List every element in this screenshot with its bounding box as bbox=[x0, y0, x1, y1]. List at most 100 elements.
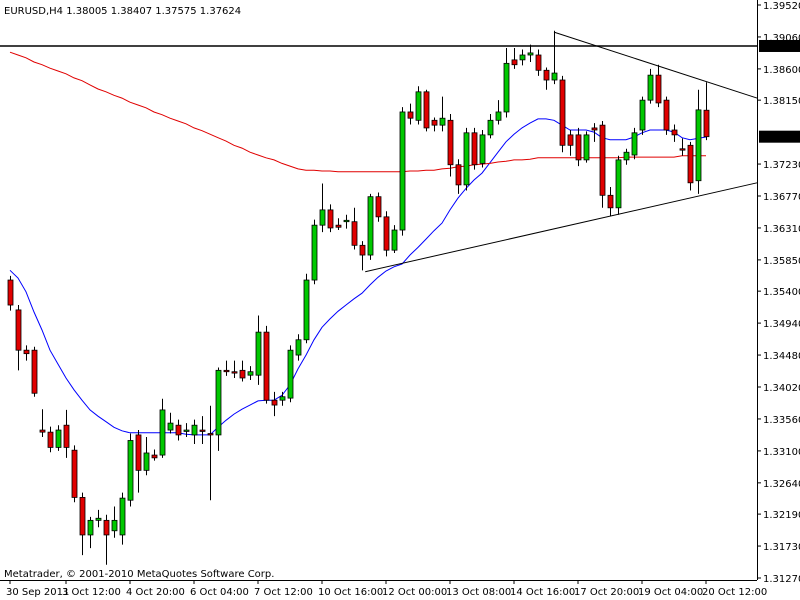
y-tick-label: 1.37230 bbox=[763, 160, 800, 171]
candle-body bbox=[151, 454, 158, 459]
candle-body bbox=[287, 349, 294, 399]
candle-body bbox=[383, 216, 390, 251]
x-tick-label: 20 Oct 12:00 bbox=[702, 587, 767, 598]
x-tick-label: 6 Oct 04:00 bbox=[190, 587, 249, 598]
y-tick-label: 1.38600 bbox=[763, 65, 800, 76]
candle-body bbox=[663, 99, 670, 131]
candle-body bbox=[327, 209, 334, 229]
y-tick-label: 1.34940 bbox=[763, 319, 800, 330]
candle-body bbox=[295, 339, 302, 356]
x-tick-label: 3 Oct 12:00 bbox=[62, 587, 121, 598]
x-tick-label: 12 Oct 00:00 bbox=[382, 587, 447, 598]
x-tick-label: 4 Oct 20:00 bbox=[126, 587, 185, 598]
chart-header: EURUSD,H4 1.38005 1.38407 1.37575 1.3762… bbox=[4, 6, 241, 17]
candle-body bbox=[55, 429, 62, 448]
candle-body bbox=[223, 369, 230, 373]
candle-body bbox=[247, 371, 254, 376]
price-label-box bbox=[759, 39, 800, 52]
candle-body bbox=[311, 224, 318, 281]
candle-body bbox=[487, 119, 494, 136]
y-tick-label: 1.34020 bbox=[763, 383, 800, 394]
candle-body bbox=[279, 396, 286, 401]
candle-body bbox=[79, 497, 86, 536]
candle-body bbox=[591, 127, 598, 131]
candle-body bbox=[199, 429, 206, 432]
y-tick-label: 1.35400 bbox=[763, 287, 800, 298]
candle-body bbox=[143, 452, 150, 471]
candle-body bbox=[319, 209, 326, 226]
candle-body bbox=[471, 132, 478, 166]
candle-body bbox=[391, 229, 398, 251]
candle-body bbox=[31, 349, 38, 394]
candle-body bbox=[695, 109, 702, 182]
footer: Metatrader, © 2001-2010 MetaQuotes Softw… bbox=[4, 569, 274, 580]
candle-body bbox=[703, 109, 710, 138]
y-tick-label: 1.36310 bbox=[763, 224, 800, 235]
candle-body bbox=[599, 124, 606, 196]
x-tick-label: 13 Oct 08:00 bbox=[446, 587, 511, 598]
candle-body bbox=[447, 119, 454, 166]
trendline bbox=[365, 182, 758, 273]
y-tick-label: 1.39060 bbox=[763, 33, 800, 44]
y-tick-label: 1.38150 bbox=[763, 96, 800, 107]
candle-body bbox=[439, 117, 446, 126]
candle-body bbox=[463, 132, 470, 186]
candle-body bbox=[407, 111, 414, 119]
price-label: 1.38930 bbox=[762, 42, 800, 53]
candle-body bbox=[87, 519, 94, 536]
candle-body bbox=[39, 429, 46, 433]
candle-body bbox=[119, 497, 126, 536]
y-tick-label: 1.31270 bbox=[763, 574, 800, 585]
y-tick-label: 1.34480 bbox=[763, 351, 800, 362]
trendline bbox=[553, 31, 758, 99]
y-tick-label: 1.32640 bbox=[763, 479, 800, 490]
candle-body bbox=[583, 134, 590, 161]
candle-body bbox=[135, 434, 142, 471]
x-tick-label: 10 Oct 16:00 bbox=[318, 587, 383, 598]
candle-body bbox=[399, 111, 406, 231]
candle-body bbox=[175, 424, 182, 436]
candle-body bbox=[343, 219, 350, 223]
y-tick-label: 1.33100 bbox=[763, 447, 800, 458]
candle-body bbox=[655, 74, 662, 104]
candle-body bbox=[111, 519, 118, 532]
x-tick-label: 7 Oct 12:00 bbox=[254, 587, 313, 598]
candle-body bbox=[367, 196, 374, 256]
candle-body bbox=[527, 52, 534, 56]
last-price-box bbox=[759, 130, 800, 143]
y-tick-label: 1.35850 bbox=[763, 256, 800, 267]
candle-body bbox=[615, 159, 622, 209]
candle-body bbox=[375, 196, 382, 218]
candle-body bbox=[495, 111, 502, 121]
candle-body bbox=[191, 424, 198, 436]
candle-body bbox=[671, 129, 678, 136]
candle-body bbox=[623, 151, 630, 161]
candle-body bbox=[303, 279, 310, 341]
x-tick-label: 14 Oct 16:00 bbox=[510, 587, 575, 598]
candle-body bbox=[263, 331, 270, 401]
moving-average bbox=[9, 118, 707, 436]
candle-body bbox=[23, 349, 30, 355]
candle-body bbox=[231, 371, 238, 374]
candle-body bbox=[71, 449, 78, 498]
x-tick-label: 19 Oct 04:00 bbox=[638, 587, 703, 598]
candle-body bbox=[607, 194, 614, 209]
y-tick-label: 1.32190 bbox=[763, 510, 800, 521]
candle-body bbox=[687, 144, 694, 184]
candle-body bbox=[559, 79, 566, 146]
candle-body bbox=[567, 134, 574, 146]
candle-body bbox=[215, 369, 222, 436]
candle-body bbox=[183, 429, 190, 432]
candle-body bbox=[519, 54, 526, 61]
candle-body bbox=[239, 369, 246, 379]
y-tick-label: 1.39520 bbox=[763, 1, 800, 12]
candle-body bbox=[503, 62, 510, 113]
x-tick-label: 30 Sep 2011 bbox=[6, 587, 69, 598]
candle-body bbox=[207, 433, 214, 436]
candle-body bbox=[455, 164, 462, 186]
candle-body bbox=[103, 519, 110, 536]
candle-body bbox=[47, 431, 54, 448]
candle-body bbox=[551, 72, 558, 81]
x-tick-label: 17 Oct 20:00 bbox=[574, 587, 639, 598]
